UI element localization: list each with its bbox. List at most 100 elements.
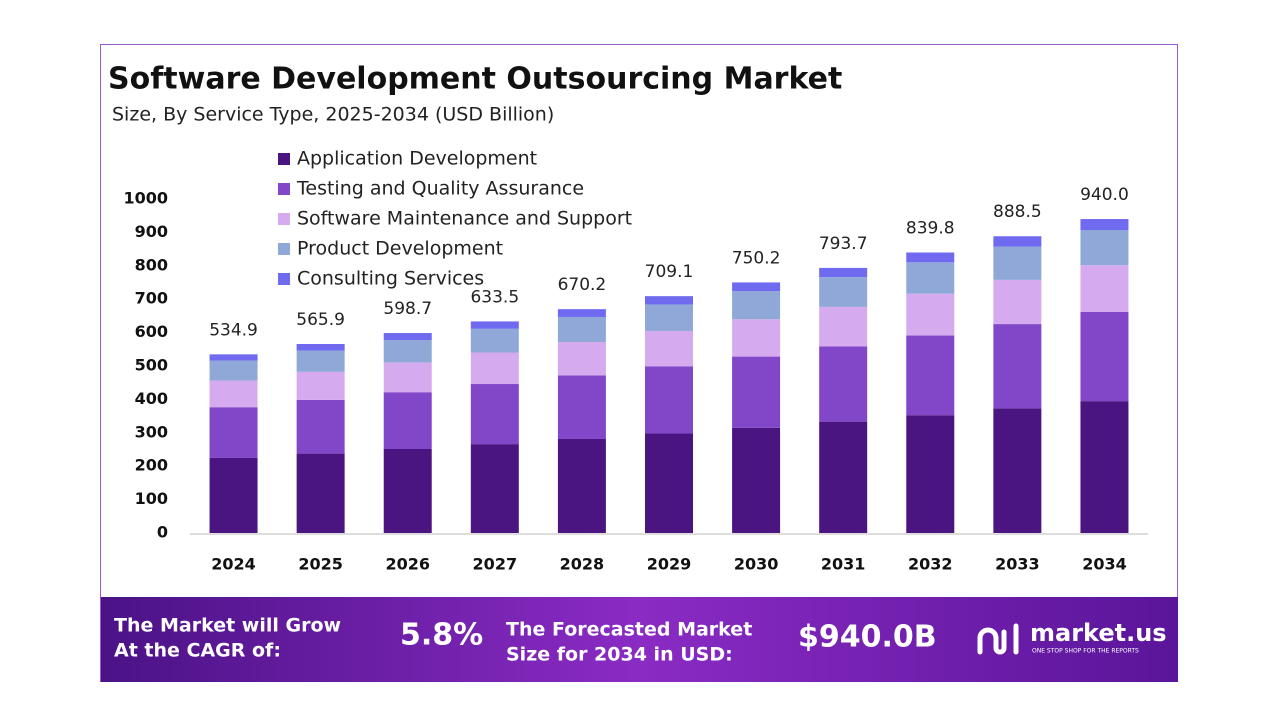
bar-segment: [645, 330, 693, 367]
x-tick-label: 2028: [560, 555, 605, 574]
bar-segment: [1080, 401, 1129, 533]
bar-segment: [993, 279, 1042, 325]
total-label: 534.9: [209, 320, 258, 340]
bar-segment: [296, 343, 345, 351]
total-label: 839.8: [906, 219, 955, 239]
chart-subtitle: Size, By Service Type, 2025-2034 (USD Bi…: [112, 104, 554, 126]
legend-swatch: [278, 273, 290, 285]
brand-tagline: ONE STOP SHOP FOR THE REPORTS: [1032, 648, 1139, 655]
y-tick-label: 300: [135, 422, 168, 441]
bar-segment: [906, 293, 955, 336]
bar-segment: [557, 316, 606, 343]
legend-label: Application Development: [297, 148, 537, 170]
forecast-label: Size for 2034 in USD:: [506, 644, 733, 666]
bar-segment: [906, 335, 955, 416]
legend-swatch: [278, 183, 290, 195]
bar-segment: [383, 362, 432, 393]
y-tick-label: 0: [157, 523, 168, 542]
bar-segment: [296, 371, 345, 400]
bar-segment: [296, 399, 345, 454]
bar-segment: [732, 282, 781, 292]
bar-segment: [470, 352, 519, 385]
total-label: 598.7: [383, 299, 432, 319]
bar-segment: [383, 333, 432, 341]
y-tick-label: 400: [135, 389, 168, 408]
total-label: 709.1: [645, 262, 694, 282]
y-tick-label: 600: [135, 322, 168, 341]
bar-segment: [1080, 311, 1129, 402]
bar-segment: [557, 342, 606, 376]
total-label: 565.9: [296, 310, 345, 330]
x-tick-label: 2030: [734, 555, 779, 574]
bar-segment: [732, 427, 781, 533]
bar-segment: [557, 438, 606, 533]
bar-segment: [209, 354, 258, 361]
bar-segment: [906, 252, 955, 263]
total-label: 793.7: [819, 234, 868, 254]
bar-segment: [819, 346, 868, 422]
total-label: 940.0: [1080, 185, 1129, 205]
x-tick-label: 2025: [298, 555, 343, 574]
y-tick-label: 900: [135, 222, 168, 241]
bar-segment: [209, 360, 258, 381]
total-label: 888.5: [993, 202, 1042, 222]
brand-logo: [977, 623, 1019, 655]
y-tick-label: 700: [135, 289, 168, 308]
total-label: 670.2: [558, 275, 607, 295]
y-tick-label: 100: [135, 489, 168, 508]
bar-segment: [819, 267, 868, 278]
bar-segment: [993, 408, 1042, 533]
x-tick-label: 2033: [995, 555, 1040, 574]
y-tick-label: 800: [135, 255, 168, 274]
bar-segment: [296, 453, 345, 533]
bar-segment: [1080, 265, 1129, 312]
legend-label: Testing and Quality Assurance: [296, 178, 584, 200]
bar-segment: [645, 366, 693, 434]
bar-segment: [296, 350, 345, 372]
bar-segment: [209, 407, 258, 458]
bar-segment: [209, 380, 258, 408]
bar-segment: [383, 340, 432, 363]
bar-segment: [1080, 219, 1129, 230]
total-label: 750.2: [732, 248, 781, 268]
y-tick-label: 500: [135, 356, 168, 375]
legend-label: Product Development: [297, 238, 503, 260]
legend-swatch: [278, 153, 290, 165]
legend-swatch: [278, 213, 290, 225]
bar-segment: [383, 392, 432, 449]
forecast-label: The Forecasted Market: [506, 619, 752, 641]
bar-segment: [732, 319, 781, 357]
bar-segment: [906, 415, 955, 533]
chart-title: Software Development Outsourcing Market: [108, 62, 842, 97]
bar-segment: [209, 457, 258, 533]
cagr-label: At the CAGR of:: [114, 640, 281, 662]
total-label: 633.5: [470, 287, 519, 307]
bar-segment: [993, 246, 1042, 280]
bar-segment: [819, 421, 868, 533]
brand-name: market.us: [1030, 619, 1167, 647]
forecast-value: $940.0B: [798, 620, 937, 655]
bar-segment: [993, 324, 1042, 409]
bar-segment: [645, 296, 693, 305]
bar-segment: [470, 444, 519, 533]
x-tick-label: 2031: [821, 555, 866, 574]
bar-segment: [819, 306, 868, 347]
bar-segment: [557, 375, 606, 439]
cagr-value: 5.8%: [400, 618, 483, 653]
bar-segment: [732, 356, 781, 428]
legend-swatch: [278, 243, 290, 255]
legend-label: Consulting Services: [297, 268, 484, 290]
bar-segment: [470, 328, 519, 353]
y-tick-label: 200: [135, 456, 168, 475]
bar-segment: [470, 384, 519, 445]
bar-segment: [819, 277, 868, 307]
bar-segment: [645, 304, 693, 331]
x-tick-label: 2032: [908, 555, 953, 574]
bar-segment: [993, 236, 1042, 247]
x-tick-label: 2029: [647, 555, 692, 574]
bar-segment: [906, 262, 955, 294]
bar-segment: [1080, 229, 1129, 266]
y-tick-label: 1000: [123, 189, 168, 208]
